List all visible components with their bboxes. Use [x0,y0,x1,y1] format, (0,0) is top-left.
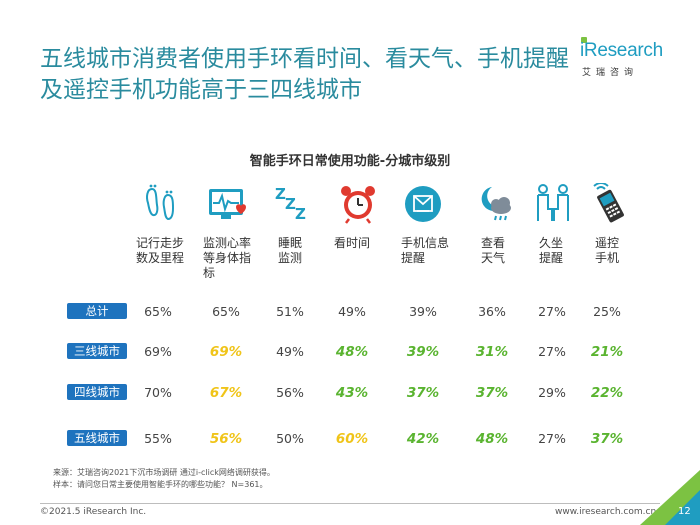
table-cell: 55% [144,431,172,446]
table-cell: 56% [209,431,243,447]
table-cell: 69% [209,344,243,360]
feature-label: 久坐提醒 [539,236,564,265]
feature-label: 监测心率等身体指标 [203,236,252,280]
table-cell: 48% [335,344,369,360]
source-note: 来源：艾瑞咨询2021下沉市场调研 通过i-click网络调研获得。 [53,468,275,477]
feature-label: 看时间 [334,236,371,250]
table-cell: 70% [144,385,172,400]
heart-monitor-icon [197,183,257,225]
copyright: ©2021.5 iResearch Inc. [40,507,147,517]
table-cell: 37% [406,385,440,401]
table-cell: 48% [475,431,509,447]
row-label: 五线城市 [67,430,127,446]
table-cell: 39% [409,304,437,319]
sample-note: 样本：请问您日常主要使用智能手环的哪些功能？ N=361。 [53,480,268,489]
page-number: 12 [678,506,691,517]
svg-text:Z: Z [285,195,296,213]
table-cell: 22% [590,385,624,401]
sleep-icon: Z Z Z [262,183,322,225]
iresearch-logo: iResearch 艾瑞咨询 [580,37,663,92]
table-cell: 25% [593,304,621,319]
weather-icon [465,183,525,225]
table-cell: 43% [335,385,369,401]
feature-label: 遥控手机 [595,236,620,265]
table-cell: 31% [475,344,509,360]
table-cell: 36% [478,304,506,319]
table-cell: 27% [538,304,566,319]
row-label: 总计 [67,303,127,319]
table-cell: 49% [338,304,366,319]
table-cell: 65% [144,304,172,319]
table-cell: 37% [475,385,509,401]
table-cell: 65% [212,304,240,319]
logo-cn: 艾瑞咨询 [582,68,639,78]
alarm-clock-icon [328,183,388,225]
page-title: 五线城市消费者使用手环看时间、看天气、手机提醒及遥控手机功能高于三四线城市 [40,46,569,103]
svg-text:Z: Z [295,205,306,223]
chart-title: 智能手环日常使用功能-分城市级别 [249,154,451,169]
table-cell: 69% [144,344,172,359]
sitting-icon [523,183,583,225]
feature-label: 记行走步数及里程 [136,236,185,265]
logo-dot [581,37,587,43]
footprints-icon [131,183,191,225]
table-cell: 51% [276,304,304,319]
feature-label: 手机信息提醒 [401,236,450,265]
table-cell: 21% [590,344,624,360]
logo-brand: iResearch [580,40,663,61]
table-cell: 29% [538,385,566,400]
table-cell: 60% [335,431,369,447]
footer-divider [40,503,660,504]
table-cell: 37% [590,431,624,447]
message-icon [393,183,453,225]
table-cell: 56% [276,385,304,400]
feature-label: 查看天气 [481,236,506,265]
corner-decoration [640,470,700,525]
table-cell: 49% [276,344,304,359]
table-cell: 27% [538,431,566,446]
table-cell: 39% [406,344,440,360]
row-label: 三线城市 [67,343,127,359]
feature-label: 睡眠监测 [278,236,303,265]
row-label: 四线城市 [67,384,127,400]
table-cell: 50% [276,431,304,446]
svg-text:Z: Z [275,185,286,203]
table-cell: 67% [209,385,243,401]
table-cell: 42% [406,431,440,447]
table-cell: 27% [538,344,566,359]
remote-phone-icon [580,183,640,225]
footer-url: www.iresearch.com.cn [555,507,657,517]
